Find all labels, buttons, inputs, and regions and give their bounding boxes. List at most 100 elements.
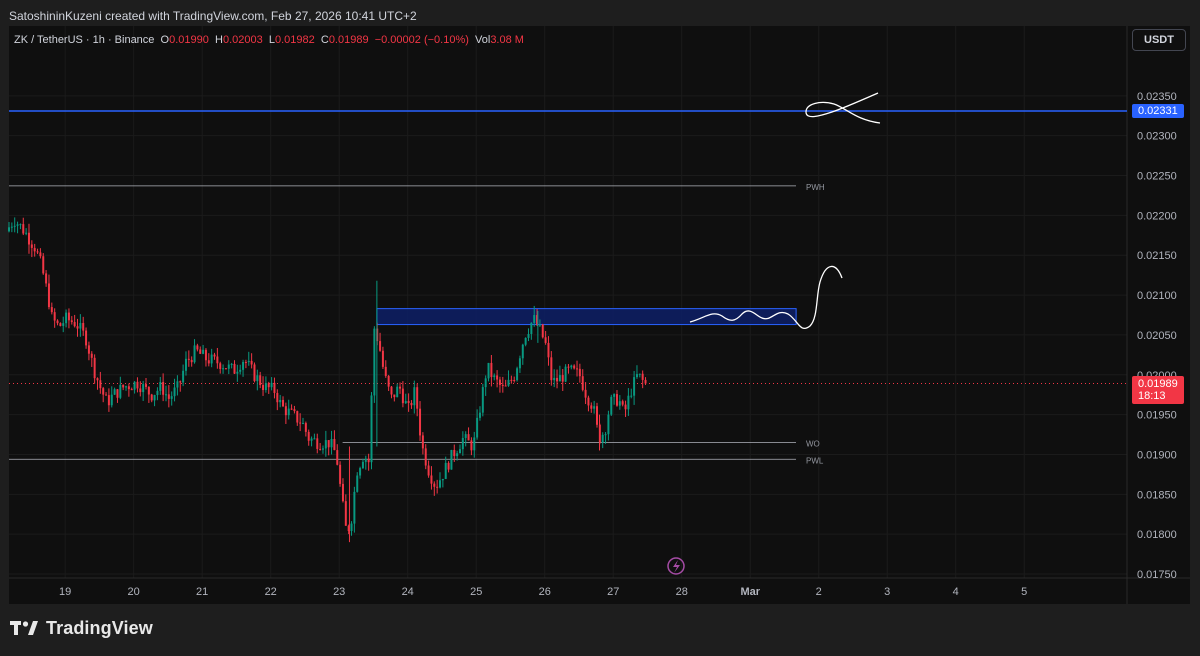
tradingview-wordmark: TradingView (46, 618, 153, 638)
candle (439, 480, 442, 488)
candle (473, 437, 476, 451)
candle (293, 409, 296, 412)
candle (22, 224, 25, 234)
current-price: 0.01989 (1138, 377, 1178, 390)
open-label: O (160, 34, 170, 46)
price-tick-label: 0.01900 (1137, 449, 1177, 461)
candle (544, 337, 547, 343)
lightning-icon[interactable] (667, 557, 685, 575)
candle (610, 396, 613, 415)
candle (421, 435, 424, 449)
footer (0, 604, 1200, 656)
candle (498, 379, 501, 385)
candle (273, 382, 276, 393)
candle (47, 283, 50, 308)
candle (125, 386, 128, 388)
candle (513, 379, 516, 381)
candle (379, 341, 382, 351)
candle (176, 381, 179, 388)
candle (242, 361, 245, 370)
candle (607, 414, 610, 435)
candle (453, 449, 456, 457)
candle (133, 381, 136, 390)
candle (113, 389, 116, 395)
candle (533, 315, 536, 323)
time-tick-label: 26 (539, 586, 551, 598)
candle (618, 401, 621, 406)
candle (210, 354, 213, 364)
volume-value: 3.08 M (490, 34, 524, 46)
symbol-label[interactable]: ZK / TetherUS · 1h · Binance (14, 34, 155, 46)
candle (490, 362, 493, 378)
candle (364, 458, 367, 462)
resistance-zone[interactable] (376, 308, 797, 326)
candle (182, 370, 185, 383)
candle (284, 406, 287, 416)
candle (510, 379, 513, 381)
candle (613, 394, 616, 397)
candle (407, 401, 410, 403)
candle (633, 377, 636, 396)
candle (267, 383, 270, 388)
candle (310, 438, 313, 441)
time-tick-label: 4 (953, 586, 959, 598)
candle (518, 358, 521, 369)
candle (430, 475, 433, 484)
change-value: −0.00002 (−0.10%) (374, 34, 469, 46)
time-tick-label: 2 (816, 586, 822, 598)
candle (593, 406, 596, 409)
hand-drawn-path-annotation[interactable] (689, 265, 843, 329)
time-tick-label: 3 (884, 586, 890, 598)
candle (227, 364, 230, 369)
candle (615, 394, 618, 406)
candle (213, 354, 216, 357)
candle (150, 394, 153, 401)
price-tick-label: 0.01950 (1137, 410, 1177, 422)
time-tick-label: 25 (470, 586, 482, 598)
candle (262, 385, 265, 391)
candle (247, 360, 250, 363)
candle (244, 361, 247, 363)
candle (444, 462, 447, 479)
candle (8, 227, 10, 232)
candle (481, 387, 484, 413)
candle (321, 448, 324, 450)
candle (239, 369, 242, 372)
current-price-label: 0.01989 18:13 (1132, 375, 1184, 404)
candle (162, 381, 165, 395)
candle (393, 394, 396, 398)
candle (304, 423, 307, 432)
candle (87, 345, 90, 354)
candle (424, 448, 427, 466)
close-value: 0.01989 (328, 34, 369, 46)
candle (116, 389, 119, 398)
candle (102, 388, 105, 395)
candle (45, 273, 48, 284)
candle (276, 392, 279, 403)
candle (401, 388, 404, 404)
candle (190, 359, 193, 363)
candle (538, 324, 541, 326)
time-tick-label: Mar (740, 586, 760, 598)
candle (470, 440, 473, 451)
tradingview-logo[interactable]: TradingView (10, 618, 153, 639)
price-tick-label: 0.02250 (1137, 171, 1177, 183)
candle (644, 379, 647, 384)
candle (313, 438, 316, 440)
candle (427, 465, 430, 476)
currency-button[interactable]: USDT (1132, 29, 1186, 51)
price-tick-label: 0.02200 (1137, 210, 1177, 222)
candle (33, 247, 36, 252)
price-tick-label: 0.02050 (1137, 330, 1177, 342)
candle (39, 252, 42, 257)
candle (576, 368, 579, 370)
candle (447, 462, 450, 470)
candle (319, 448, 322, 450)
bar-countdown: 18:13 (1138, 389, 1166, 402)
candle (70, 320, 73, 323)
credit-text: SatoshininKuzeni created with TradingVie… (9, 9, 417, 23)
hand-drawn-cross-annotation[interactable] (805, 92, 881, 124)
candle (458, 449, 461, 454)
candle (601, 434, 604, 443)
